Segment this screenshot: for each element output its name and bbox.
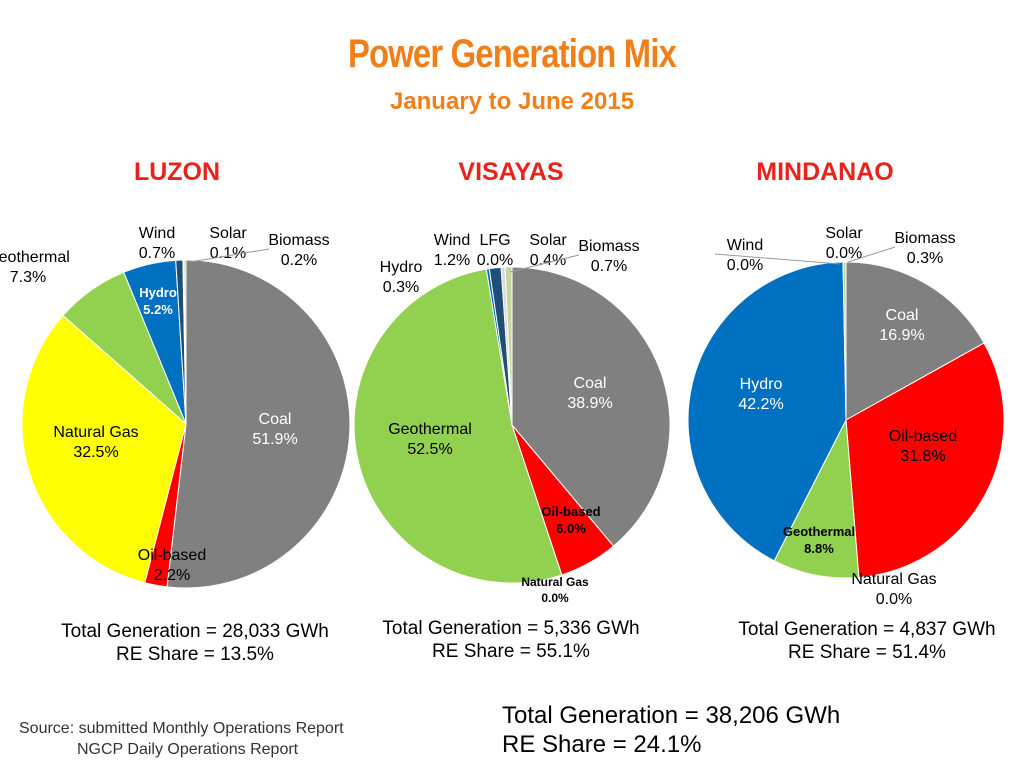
mindanao-label-natural-gas: Natural Gas bbox=[851, 571, 936, 588]
visayas-total-generation: Total Generation = 5,336 GWh bbox=[382, 618, 640, 639]
luzon-value-hydro: 5.2% bbox=[143, 302, 173, 317]
visayas-pie bbox=[353, 266, 671, 584]
visayas-label-natural-gas: Natural Gas bbox=[521, 575, 589, 589]
luzon-re-share: RE Share = 13.5% bbox=[116, 644, 274, 665]
luzon-label-biomass: Biomass bbox=[268, 232, 329, 249]
luzon-label-hydro: Hydro bbox=[139, 285, 177, 300]
mindanao-value-natural-gas: 0.0% bbox=[876, 591, 912, 608]
luzon-label-natural-gas: Natural Gas bbox=[53, 424, 138, 441]
page-subtitle: January to June 2015 bbox=[389, 88, 635, 115]
visayas-label-lfg: LFG bbox=[479, 232, 510, 249]
mindanao-label-coal: Coal bbox=[886, 307, 919, 324]
luzon-label-geothermal: Geothermal bbox=[0, 249, 70, 266]
visayas-value-oil-based: 6.0% bbox=[556, 521, 586, 536]
mindanao-value-wind: 0.0% bbox=[727, 257, 763, 274]
visayas-label-geothermal: Geothermal bbox=[388, 421, 472, 438]
mindanao-leader-biomass bbox=[847, 246, 896, 263]
mindanao-label-oil-based: Oil-based bbox=[889, 428, 957, 445]
mindanao-value-solar: 0.0% bbox=[826, 245, 862, 262]
mindanao-slice-biomass bbox=[842, 261, 847, 421]
luzon-pie bbox=[21, 259, 351, 589]
mindanao-label-hydro: Hydro bbox=[740, 376, 783, 393]
source-note: Source: submitted Monthly Operations Rep… bbox=[19, 718, 344, 760]
luzon-leader-biomass bbox=[189, 248, 270, 263]
luzon-total-generation: Total Generation = 28,033 GWh bbox=[61, 621, 329, 642]
visayas-slice-geothermal bbox=[353, 268, 563, 584]
mindanao-re-share: RE Share = 51.4% bbox=[788, 642, 946, 663]
visayas-value-solar: 0.4% bbox=[530, 252, 566, 269]
luzon-title: LUZON bbox=[133, 158, 221, 186]
mindanao-totals: Total Generation = 4,837 GWh RE Share = … bbox=[707, 618, 1024, 664]
mindanao-total-generation: Total Generation = 4,837 GWh bbox=[738, 619, 996, 640]
mindanao-label-wind: Wind bbox=[727, 237, 763, 254]
visayas-value-lfg: 0.0% bbox=[477, 252, 513, 269]
luzon-label-solar: Solar bbox=[209, 225, 247, 242]
page-title: Power Generation Mix bbox=[347, 32, 677, 76]
mindanao-slice-coal bbox=[845, 261, 985, 421]
visayas-slice-biomass bbox=[504, 266, 513, 426]
visayas-slice-coal bbox=[511, 266, 671, 547]
mindanao-pie bbox=[687, 261, 1005, 579]
luzon-label-oil-based: Oil-based bbox=[138, 547, 206, 564]
luzon-slice-natural-gas bbox=[21, 314, 187, 584]
visayas-re-share: RE Share = 55.1% bbox=[432, 641, 590, 662]
visayas-leader-biomass bbox=[509, 254, 580, 273]
luzon-totals: Total Generation = 28,033 GWh RE Share =… bbox=[35, 620, 355, 666]
luzon-value-wind: 0.7% bbox=[139, 245, 175, 262]
visayas-value-wind: 1.2% bbox=[434, 252, 470, 269]
pie-labels: Coal 51.9% Oil-based 2.2% Natural Gas 32.5% Ge… bbox=[0, 225, 957, 608]
visayas-totals: Total Generation = 5,336 GWh RE Share = … bbox=[351, 617, 671, 663]
luzon-label-wind: Wind bbox=[139, 225, 175, 242]
grand-totals: Total Generation = 38,206 GWh RE Share =… bbox=[502, 701, 840, 759]
visayas-label-biomass: Biomass bbox=[578, 238, 639, 255]
visayas-label-oil-based: Oil-based bbox=[541, 504, 600, 519]
visayas-label-wind: Wind bbox=[434, 232, 470, 249]
mindanao-value-oil-based: 31.8% bbox=[900, 448, 945, 465]
mindanao-slice-oil-based bbox=[845, 342, 1005, 579]
mindanao-slice-geothermal bbox=[773, 418, 860, 579]
visayas-title: VISAYAS bbox=[458, 158, 564, 186]
mindanao-label-geothermal: Geothermal bbox=[783, 524, 855, 539]
luzon-value-coal: 51.9% bbox=[252, 431, 297, 448]
mindanao-slice-hydro bbox=[687, 261, 847, 562]
visayas-value-coal: 38.9% bbox=[567, 395, 612, 412]
source-line-1: Source: submitted Monthly Operations Rep… bbox=[19, 720, 344, 737]
mindanao-value-hydro: 42.2% bbox=[738, 396, 783, 413]
mindanao-value-biomass: 0.3% bbox=[907, 250, 943, 267]
luzon-value-geothermal: 7.3% bbox=[10, 269, 46, 286]
luzon-value-natural-gas: 32.5% bbox=[73, 444, 118, 461]
grand-re-share: RE Share = 24.1% bbox=[502, 731, 702, 758]
mindanao-label-biomass: Biomass bbox=[894, 230, 955, 247]
source-line-2: NGCP Daily Operations Report bbox=[77, 741, 299, 758]
visayas-value-natural-gas: 0.0% bbox=[541, 591, 569, 605]
visayas-label-coal: Coal bbox=[574, 375, 607, 392]
luzon-slice-coal bbox=[166, 259, 351, 589]
luzon-slice-biomass bbox=[183, 259, 187, 425]
visayas-label-hydro: Hydro bbox=[380, 259, 423, 276]
visayas-value-geothermal: 52.5% bbox=[407, 441, 452, 458]
luzon-label-coal: Coal bbox=[259, 411, 292, 428]
visayas-value-hydro: 0.3% bbox=[383, 279, 419, 296]
visayas-value-biomass: 0.7% bbox=[591, 258, 627, 275]
mindanao-value-geothermal: 8.8% bbox=[804, 541, 834, 556]
mindanao-title: MINDANAO bbox=[756, 158, 894, 186]
luzon-value-biomass: 0.2% bbox=[281, 252, 317, 269]
mindanao-leader-wind bbox=[714, 253, 841, 265]
luzon-value-oil-based: 2.2% bbox=[154, 567, 190, 584]
mindanao-label-solar: Solar bbox=[825, 225, 863, 242]
visayas-label-solar: Solar bbox=[529, 232, 567, 249]
mindanao-value-coal: 16.9% bbox=[879, 327, 924, 344]
grand-total-generation: Total Generation = 38,206 GWh bbox=[502, 702, 841, 729]
